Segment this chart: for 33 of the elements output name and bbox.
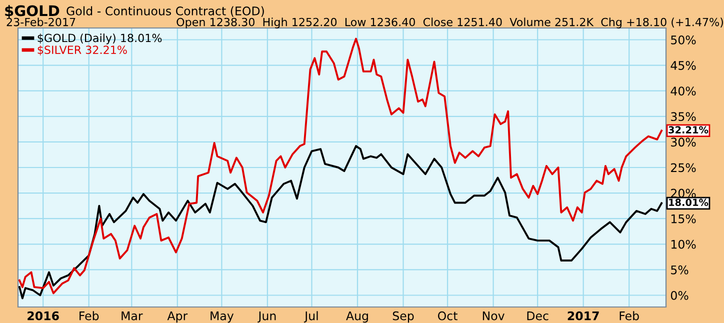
x-tick-label: 2017 xyxy=(568,311,599,320)
x-tick-label: 2016 xyxy=(28,311,59,320)
x-tick-label: Feb xyxy=(620,311,639,320)
y-tick-label: 45% xyxy=(670,61,696,70)
x-tick-label: Feb xyxy=(80,311,99,320)
annotation: 32.21% xyxy=(668,126,708,134)
x-tick-label: Nov xyxy=(482,312,504,320)
y-tick-label: 30% xyxy=(671,138,696,147)
y-tick-label: 35% xyxy=(671,112,696,122)
x-tick-label: May xyxy=(210,312,234,323)
x-tick-label: Apr xyxy=(167,312,188,323)
annotation: Open 1238.30 High 1252.20 Low 1236.40 Close 1251.40 Volume 251.2K Chg +18.10 (+1.47%) xyxy=(176,18,723,28)
y-tick-label: 50% xyxy=(671,35,696,44)
x-tick-label: Jun xyxy=(258,312,276,322)
x-tick-label: Mar xyxy=(122,312,143,320)
annotation: 18.01% xyxy=(669,198,708,206)
y-tick-label: 40% xyxy=(670,86,696,96)
line-series xyxy=(18,145,663,300)
text: 23-Feb-2017 xyxy=(6,18,76,26)
y-tick-label: 10% xyxy=(671,240,696,249)
legend-label: $GOLD (Daily) 18.01% xyxy=(38,34,162,44)
y-tick-label: 5% xyxy=(671,265,688,274)
x-tick-label: Aug xyxy=(346,312,368,323)
x-tick-label: Jul xyxy=(304,311,318,322)
legend-label: $SILVER 32.21% xyxy=(38,45,127,56)
chart-subtitle: Gold - Continuous Contract (EOD) xyxy=(66,6,264,17)
x-tick-label: Sep xyxy=(392,311,414,323)
y-tick-label: 15% xyxy=(671,214,696,224)
y-tick-label: 25% xyxy=(671,163,696,172)
chart-title: $GOLD xyxy=(5,4,60,18)
y-tick-label: 0% xyxy=(670,290,688,300)
x-tick-label: Dec xyxy=(527,312,548,320)
x-tick-label: Oct xyxy=(438,311,458,320)
